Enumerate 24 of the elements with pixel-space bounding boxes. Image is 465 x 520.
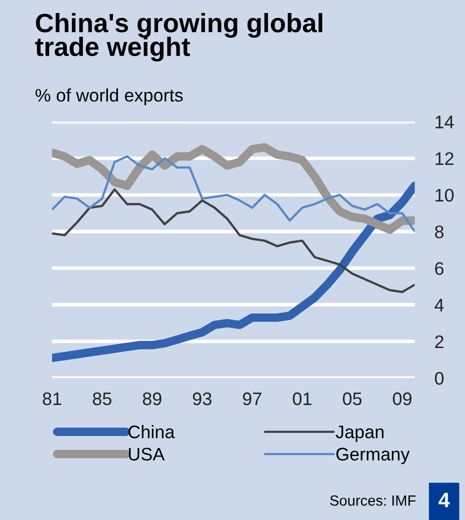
chart-subtitle: % of world exports (36, 88, 183, 106)
x-tick-label: 93 (192, 392, 212, 406)
x-tick-label: 01 (292, 392, 312, 406)
source-note: Sources: IMF (330, 495, 416, 506)
legend-label: Japan (336, 426, 384, 442)
y-tick-label: 8 (435, 225, 444, 238)
y-tick-label: 4 (434, 298, 444, 312)
legend-label: Germany (336, 448, 410, 464)
chart-title: China's growing global trade weight (35, 13, 322, 62)
x-tick-label: 85 (92, 392, 112, 406)
x-tick-label: 81 (42, 392, 62, 406)
y-tick-label: 10 (436, 188, 454, 202)
x-tick-label: 97 (242, 392, 262, 406)
y-tick-label: 12 (436, 152, 454, 165)
legend-label: USA (128, 448, 165, 461)
legend-label: China (128, 425, 175, 438)
y-tick-label: 14 (436, 116, 454, 128)
line-series (52, 188, 415, 294)
x-tick-label: 05 (342, 392, 362, 406)
x-tick-label: 09 (392, 392, 412, 406)
x-tick-label: 89 (142, 392, 162, 406)
y-tick-label: 6 (435, 262, 444, 275)
y-tick-label: 2 (435, 335, 444, 348)
y-tick-label: 0 (434, 372, 444, 385)
